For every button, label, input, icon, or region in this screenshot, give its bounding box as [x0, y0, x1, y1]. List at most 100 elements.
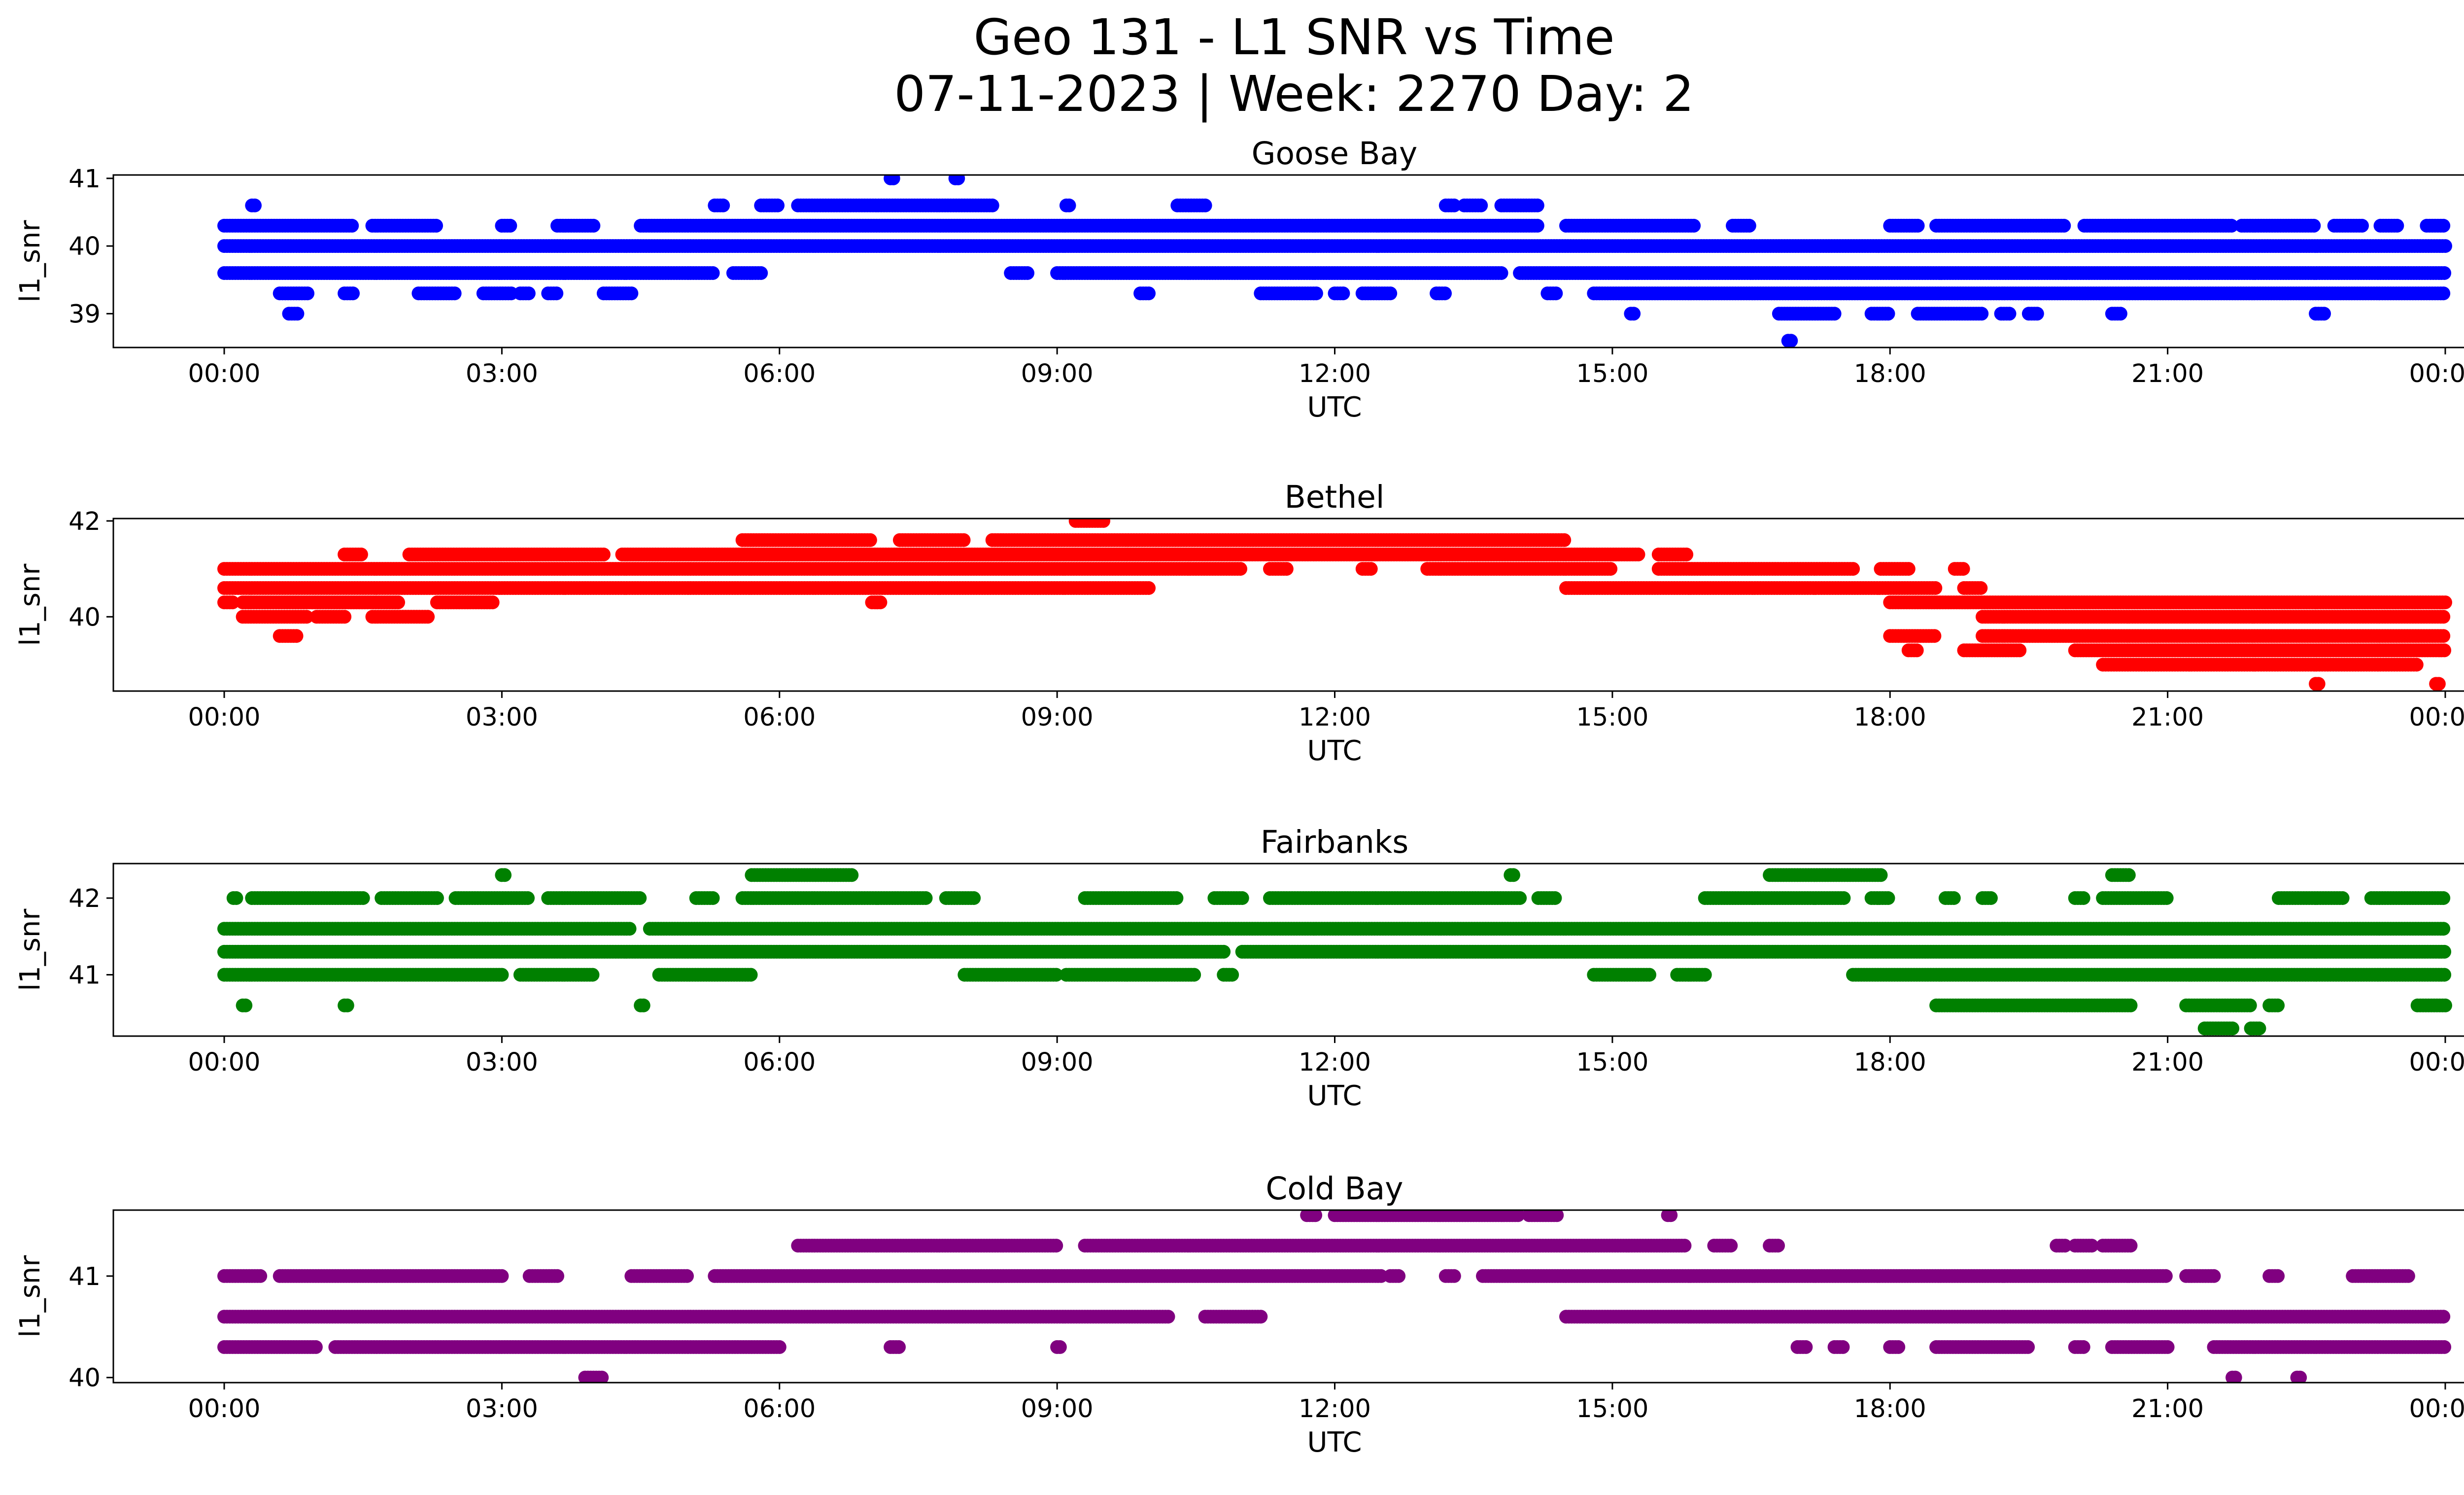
data-point	[1494, 266, 1508, 280]
x-tick-label: 12:00	[1299, 359, 1371, 388]
data-point	[1142, 581, 1156, 595]
data-point	[1687, 218, 1701, 233]
data-point	[1604, 562, 1618, 576]
data-point	[1447, 198, 1461, 212]
data-point	[2002, 307, 2017, 321]
data-point	[2409, 658, 2424, 672]
data-point	[1975, 307, 1989, 321]
data-point	[1438, 286, 1452, 301]
data-point	[1021, 266, 1034, 280]
subplot-title: Goose Bay	[1252, 136, 1418, 172]
data-point	[586, 218, 601, 233]
data-point	[391, 595, 405, 610]
data-point	[2057, 218, 2071, 233]
x-tick-label: 15:00	[1576, 359, 1648, 388]
x-tick-label: 18:00	[1854, 359, 1926, 388]
data-point	[771, 198, 785, 212]
data-point	[2307, 218, 2321, 233]
data-point	[754, 266, 768, 280]
data-point	[354, 547, 368, 561]
data-point	[1062, 198, 1076, 212]
data-point	[345, 218, 359, 233]
data-point	[2436, 629, 2451, 643]
data-point	[2113, 307, 2127, 321]
x-tick-label: 21:00	[2131, 359, 2204, 388]
data-point	[886, 175, 900, 185]
data-point	[1956, 562, 1970, 576]
y-tick-label: 39	[68, 300, 101, 329]
subplot-title: Bethel	[1285, 479, 1385, 515]
data-point	[2438, 239, 2452, 253]
x-axis-label: UTC	[1307, 391, 1362, 423]
data-point	[1233, 562, 1247, 576]
data-point	[2436, 286, 2451, 301]
data-point	[1928, 581, 1943, 595]
y-axis-label: l1_snr	[14, 220, 46, 303]
data-point	[1279, 562, 1294, 576]
data-point	[1142, 286, 1156, 301]
data-point	[1383, 286, 1398, 301]
data-point	[1910, 643, 1924, 658]
data-point	[290, 307, 305, 321]
data-point	[2317, 307, 2331, 321]
data-point	[1742, 218, 1756, 233]
figure-title-line2: 07-11-2023 | Week: 2270 Day: 2	[894, 65, 1694, 123]
data-point	[2431, 677, 2446, 691]
data-point	[2390, 218, 2404, 233]
data-point	[985, 198, 999, 212]
data-point	[1974, 581, 1988, 595]
data-point	[1549, 286, 1563, 301]
data-point	[2436, 610, 2451, 624]
data-point	[549, 286, 564, 301]
data-point	[1309, 286, 1323, 301]
x-tick-label: 00:00	[2409, 359, 2464, 388]
data-point	[300, 610, 314, 624]
data-point	[1927, 629, 1942, 643]
data-point	[447, 286, 462, 301]
figure-title-line1: Geo 131 - L1 SNR vs Time	[974, 8, 1615, 66]
data-point	[2030, 307, 2044, 321]
data-point	[873, 595, 888, 610]
data-point	[1364, 562, 1378, 576]
data-point	[596, 547, 611, 561]
data-point	[2437, 266, 2452, 280]
data-point	[1881, 307, 1895, 321]
data-point	[2224, 218, 2239, 233]
y-tick-label: 41	[68, 165, 101, 194]
data-point	[1336, 286, 1350, 301]
data-point	[2013, 643, 2027, 658]
data-point	[2436, 218, 2451, 233]
data-point	[1846, 562, 1860, 576]
data-point	[421, 610, 435, 624]
data-point	[624, 286, 639, 301]
data-point	[1530, 218, 1544, 233]
data-point	[346, 286, 360, 301]
data-point	[1530, 198, 1544, 212]
data-point	[1474, 198, 1488, 212]
x-tick-label: 03:00	[466, 359, 538, 388]
data-point	[301, 286, 314, 301]
data-point	[716, 198, 730, 212]
x-tick-label: 06:00	[743, 359, 816, 388]
data-point	[1911, 218, 1925, 233]
data-point	[248, 198, 262, 212]
x-tick-label: 00:00	[188, 359, 261, 388]
data-point	[2437, 643, 2452, 658]
data-points	[217, 519, 2452, 691]
data-point	[2311, 677, 2326, 691]
data-point	[503, 218, 517, 233]
data-point	[1901, 562, 1916, 576]
data-point	[521, 286, 536, 301]
data-point	[951, 175, 965, 185]
data-point	[2355, 218, 2369, 233]
data-point	[1827, 307, 1842, 321]
data-point	[1627, 307, 1641, 321]
data-point	[2438, 595, 2452, 610]
data-point	[429, 218, 443, 233]
data-point	[1198, 198, 1212, 212]
y-tick-label: 40	[68, 232, 101, 261]
